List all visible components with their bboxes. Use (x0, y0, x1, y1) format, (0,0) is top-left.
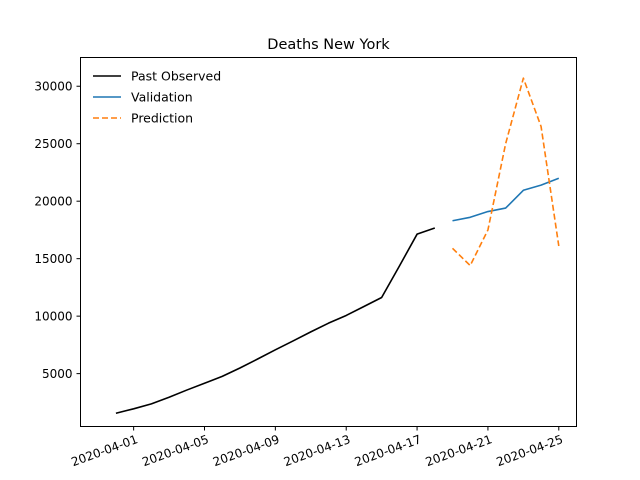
legend-label-prediction: Prediction (131, 111, 193, 126)
plot-frame (80, 57, 577, 427)
y-axis: 5000 10000 15000 20000 25000 30000 (34, 80, 81, 381)
y-tick-label: 25000 (34, 137, 72, 151)
chart-title: Deaths New York (267, 37, 390, 53)
legend-label-validation: Validation (131, 90, 193, 105)
y-tick-label: 30000 (34, 80, 72, 94)
x-tick-label: 2020-04-05 (140, 432, 210, 469)
x-tick-label: 2020-04-25 (494, 432, 564, 469)
x-tick-label: 2020-04-21 (424, 432, 494, 469)
legend-label-past-observed: Past Observed (131, 69, 221, 84)
series-line-validation (452, 177, 560, 222)
x-tick-label: 2020-04-13 (282, 432, 352, 469)
x-tick-label: 2020-04-01 (69, 432, 139, 469)
plot-lines (115, 77, 560, 415)
x-tick-label: 2020-04-17 (353, 432, 423, 469)
y-tick-label: 15000 (34, 252, 72, 266)
x-tick-label: 2020-04-09 (211, 432, 281, 469)
y-tick-label: 10000 (34, 310, 72, 324)
x-axis: 2020-04-01 2020-04-05 2020-04-09 2020-04-13… (69, 426, 565, 469)
series-line-past-observed (115, 227, 436, 415)
series-line-prediction (451, 77, 560, 267)
legend: Past Observed Validation Prediction (93, 69, 221, 126)
y-tick-label: 5000 (42, 367, 73, 381)
y-tick-label: 20000 (34, 195, 72, 209)
